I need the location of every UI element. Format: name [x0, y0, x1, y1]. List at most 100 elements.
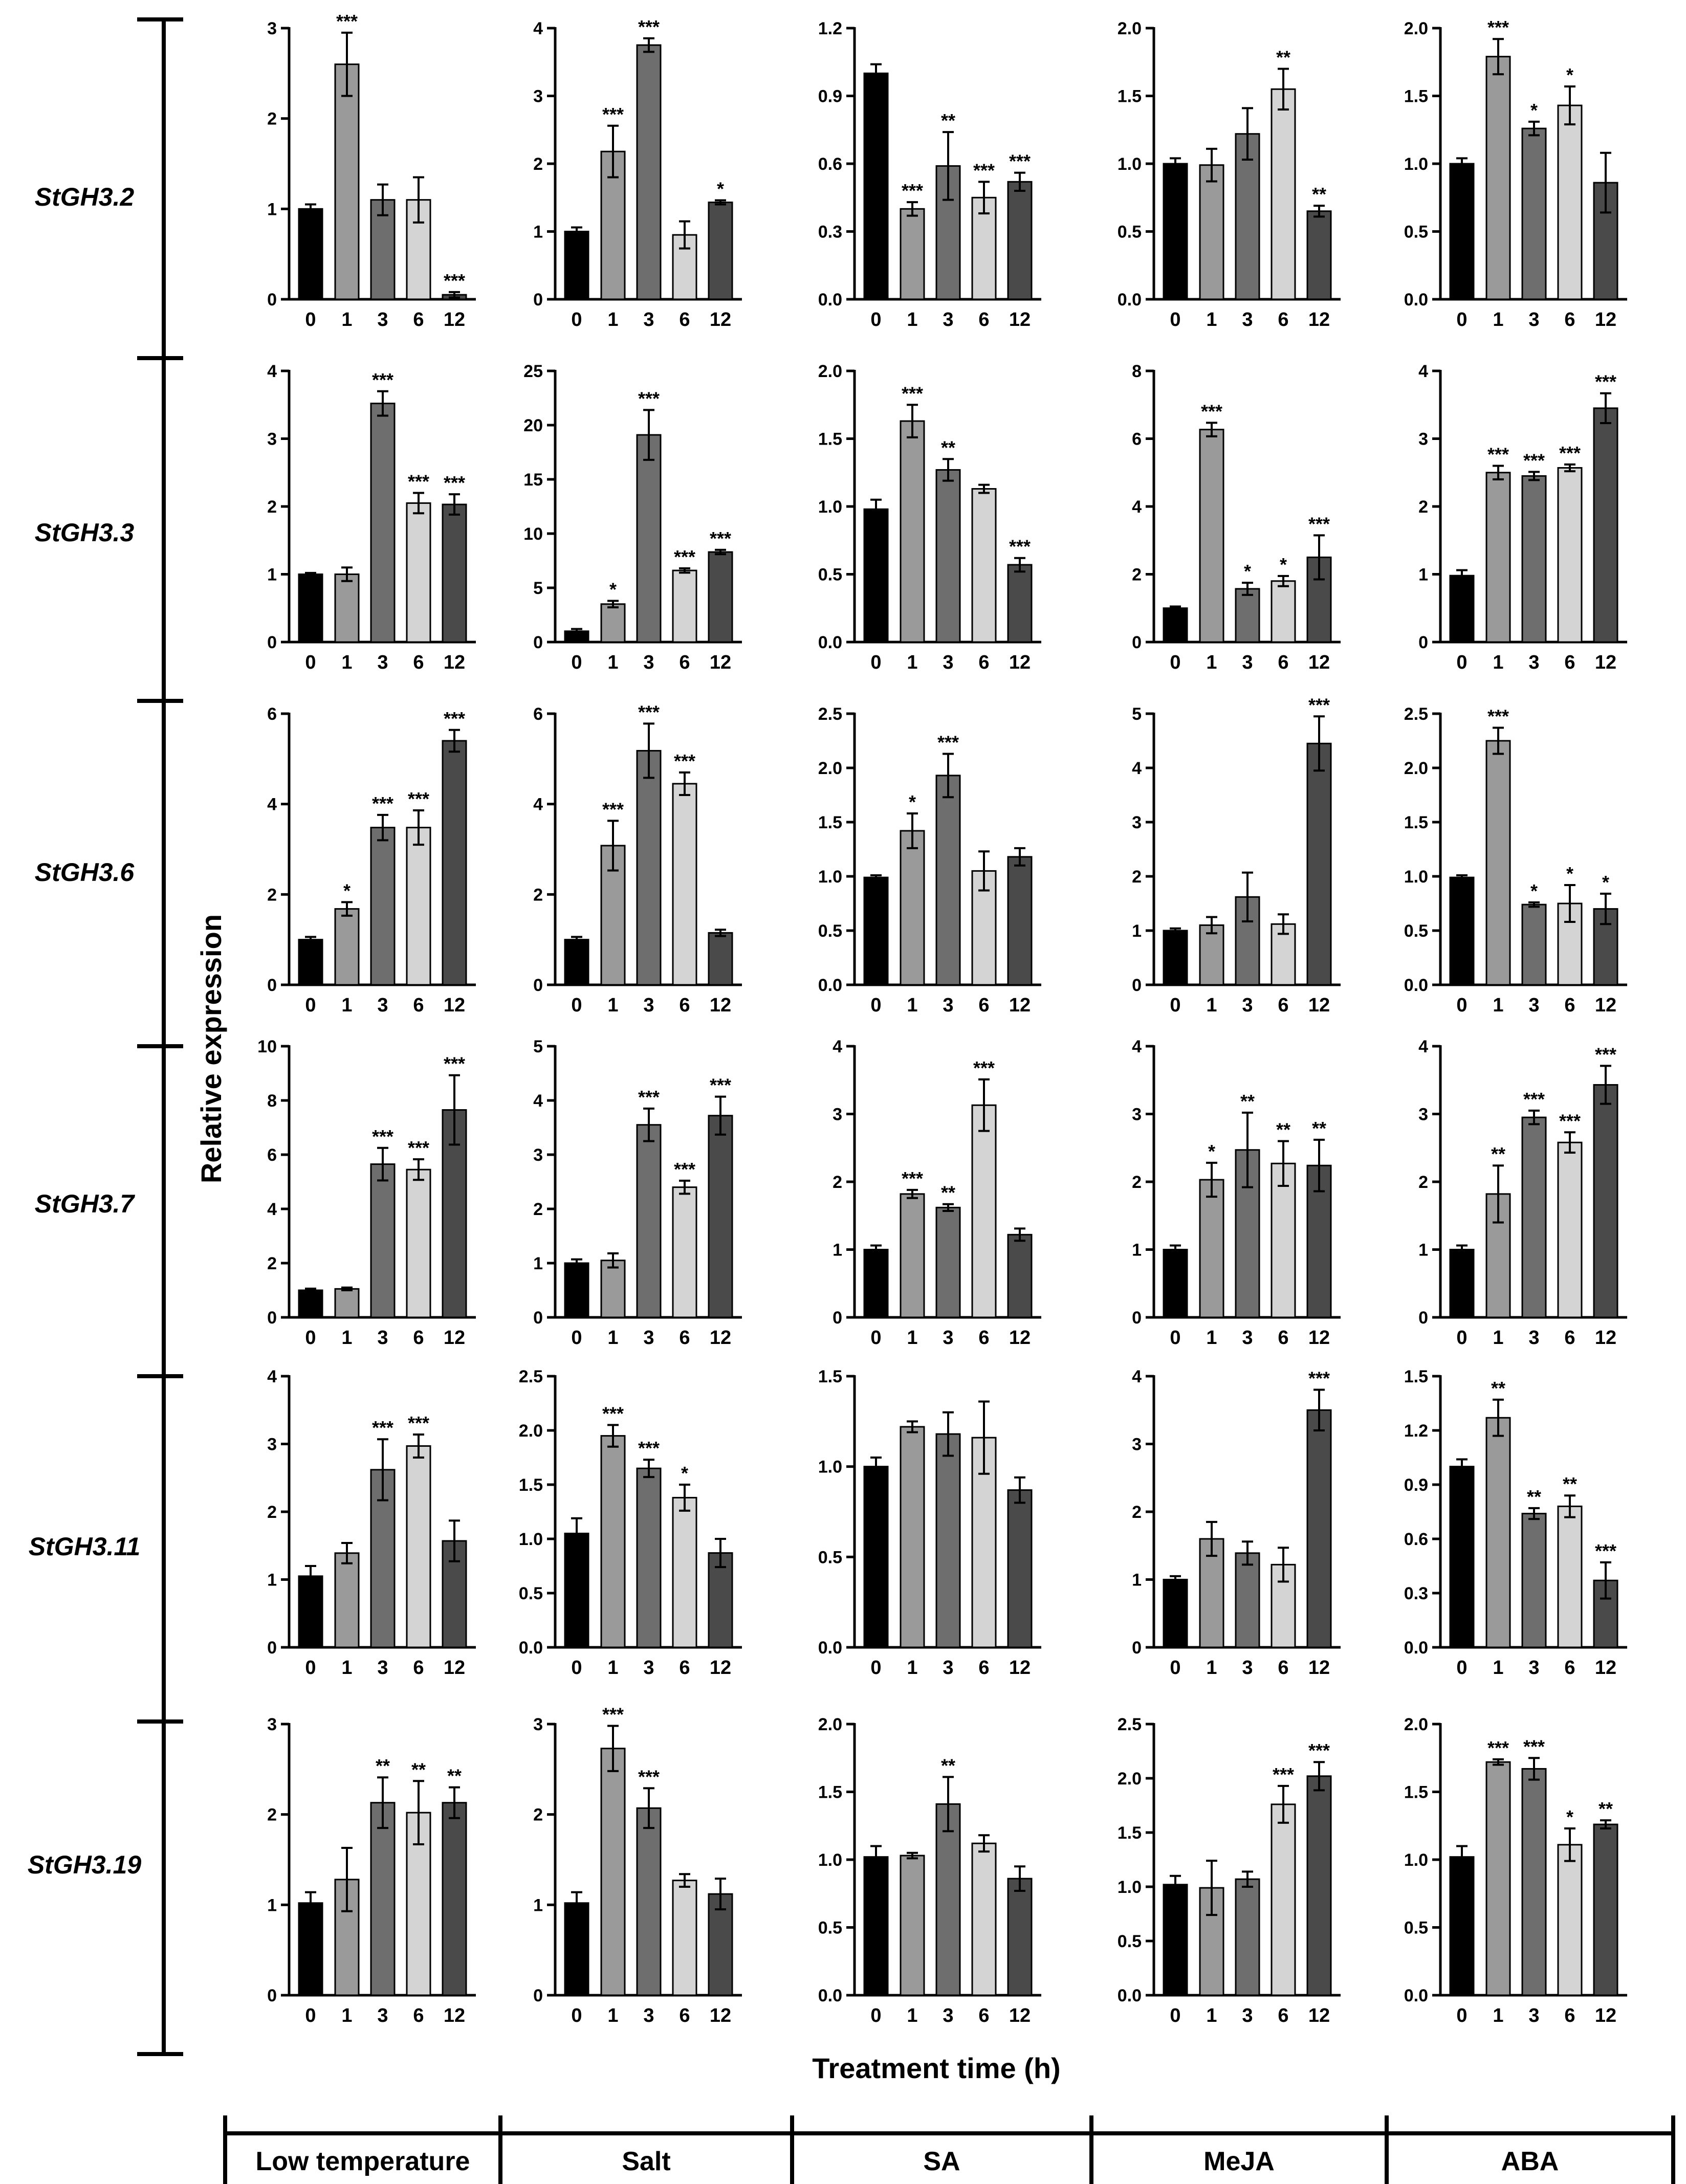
x-tick-label: 12	[1009, 309, 1031, 330]
y-tick-label: 0.3	[818, 223, 842, 242]
x-tick-label: 1	[341, 652, 352, 673]
y-tick-label: 1.5	[818, 430, 842, 449]
x-tick-label: 6	[679, 309, 690, 330]
bar	[1593, 1823, 1618, 1996]
bar	[863, 1856, 889, 1996]
y-tick-label: 2	[267, 1805, 277, 1825]
significance-label: ***	[1487, 706, 1509, 727]
x-tick-label: 0	[305, 309, 316, 330]
bar	[900, 830, 925, 986]
y-tick-label: 2.5	[1118, 1715, 1142, 1734]
x-tick-label: 1	[607, 1327, 618, 1349]
x-tick-label: 3	[1242, 652, 1253, 673]
panel-stgh3-11-aba: 0.0 0.3 0.6 0.9 1.2 1.5 0 ** 1 ** 3 ** 6 *** 12	[1404, 1367, 1627, 1679]
y-tick-label: 1.0	[1404, 155, 1428, 174]
y-tick-label: 4	[267, 1200, 277, 1219]
significance-label: ***	[336, 11, 358, 32]
x-tick-label: 6	[679, 652, 690, 673]
x-tick-label: 3	[1528, 652, 1539, 673]
bar	[600, 1435, 626, 1648]
bar	[1593, 1579, 1618, 1648]
x-tick-label: 3	[377, 652, 388, 673]
significance-label: **	[447, 1766, 462, 1786]
x-tick-label: 0	[870, 1657, 881, 1679]
y-tick-label: 2.0	[1118, 19, 1142, 38]
bar	[370, 199, 396, 300]
x-tick-label: 1	[1493, 1657, 1503, 1679]
x-tick-label: 0	[1456, 1327, 1467, 1349]
bar	[1199, 1179, 1224, 1318]
x-tick-label: 12	[444, 1657, 465, 1679]
x-tick-label: 6	[1564, 2005, 1575, 2026]
significance-label: *	[909, 791, 916, 812]
y-tick-label: 0.0	[1404, 1638, 1428, 1658]
x-tick-label: 1	[907, 2005, 917, 2026]
bar	[370, 827, 396, 986]
significance-label: ***	[444, 1053, 465, 1074]
gene-label-stgh3-6: StGH3.6	[35, 858, 135, 887]
x-tick-label: 12	[1595, 1657, 1616, 1679]
x-tick-label: 1	[907, 652, 917, 673]
y-tick-label: 4	[267, 362, 277, 381]
x-tick-label: 0	[870, 1327, 881, 1349]
bar	[1449, 575, 1475, 643]
x-tick-label: 0	[571, 995, 582, 1016]
x-tick-label: 6	[413, 995, 424, 1016]
significance-label: ***	[1009, 151, 1031, 172]
y-tick-label: 2	[267, 497, 277, 517]
x-tick-label: 1	[1206, 309, 1217, 330]
gene-label-stgh3-7: StGH3.7	[35, 1189, 136, 1218]
y-tick-label: 5	[1132, 704, 1142, 724]
bar	[900, 1426, 925, 1648]
bar	[636, 1467, 662, 1648]
y-tick-label: 2	[267, 1254, 277, 1273]
y-tick-label: 1.0	[818, 1850, 842, 1870]
x-tick-label: 0	[305, 1327, 316, 1349]
significance-label: ***	[674, 751, 695, 771]
y-tick-label: 3	[1132, 1435, 1142, 1454]
x-tick-label: 0	[1170, 995, 1180, 1016]
x-tick-label: 12	[710, 1327, 731, 1349]
y-tick-label: 3	[1418, 430, 1428, 449]
x-tick-label: 6	[413, 652, 424, 673]
x-tick-label: 6	[679, 1327, 690, 1349]
y-tick-label: 3	[1132, 1105, 1142, 1124]
panel-stgh3-3-sa: 0.0 0.5 1.0 1.5 2.0 0 *** 1 ** 3 6 *** 12	[818, 362, 1041, 673]
x-tick-label: 3	[943, 995, 953, 1016]
significance-label: ***	[1308, 513, 1330, 534]
y-tick-label: 0.6	[1404, 1530, 1428, 1549]
bar	[863, 508, 889, 643]
bar	[863, 1249, 889, 1318]
significance-label: ***	[408, 1137, 429, 1158]
x-tick-label: 3	[643, 309, 654, 330]
bar	[708, 551, 733, 643]
x-tick-label: 6	[978, 2005, 989, 2026]
y-tick-label: 1.5	[1404, 1367, 1428, 1386]
x-tick-label: 12	[1009, 2005, 1031, 2026]
x-tick-label: 12	[1308, 995, 1330, 1016]
y-tick-label: 0.0	[1404, 1986, 1428, 2005]
x-tick-label: 0	[1456, 2005, 1467, 2026]
y-tick-label: 1	[267, 200, 277, 219]
bar	[1521, 1116, 1547, 1318]
x-tick-label: 3	[643, 652, 654, 673]
x-tick-label: 3	[1528, 309, 1539, 330]
x-tick-label: 6	[1564, 309, 1575, 330]
x-tick-label: 3	[643, 2005, 654, 2026]
x-tick-label: 3	[643, 1657, 654, 1679]
significance-label: *	[1244, 561, 1251, 582]
bar	[672, 1880, 697, 1996]
significance-label: *	[1566, 64, 1573, 85]
x-tick-label: 12	[444, 652, 465, 673]
bar	[1593, 407, 1618, 643]
significance-label: ***	[1487, 17, 1509, 38]
x-tick-label: 12	[1595, 2005, 1616, 2026]
panel-stgh3-19-sa: 0.0 0.5 1.0 1.5 2.0 0 1 ** 3 6 12	[818, 1715, 1041, 2026]
x-tick-label: 0	[1456, 995, 1467, 1016]
bar	[442, 1802, 467, 1996]
panel-stgh3-19-aba: 0.0 0.5 1.0 1.5 2.0 0 *** 1 *** 3 * 6 ** 12	[1404, 1715, 1627, 2026]
bar	[564, 231, 589, 300]
